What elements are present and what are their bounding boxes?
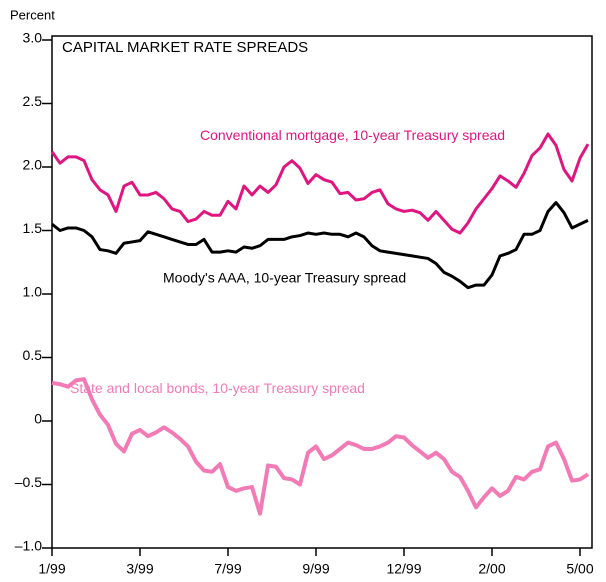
series-line [51,377,590,516]
series-label: State and local bonds, 10-year Treasury … [70,380,365,396]
y-tick-label: –0.5 [15,474,42,490]
series-label: Conventional mortgage, 10-year Treasury … [200,127,505,143]
x-tick-label: 12/99 [386,561,421,577]
x-tick-label: 9/99 [302,561,329,577]
y-tick-label: 3.0 [23,30,43,46]
y-tick-label: 2.5 [23,93,43,109]
y-axis-label: Percent [10,7,55,22]
x-tick-label: 7/99 [214,561,241,577]
y-tick-label: 0.5 [23,347,43,363]
x-tick-label: 5/00 [566,561,593,577]
series-line [51,201,589,290]
x-tick-label: 1/99 [38,561,65,577]
series-label: Moody's AAA, 10-year Treasury spread [163,269,406,285]
plot-frame [51,35,593,549]
y-tick-label: 1.0 [23,284,43,300]
x-tick-label: 3/99 [126,561,153,577]
x-tick-label: 2/00 [478,561,505,577]
series-line [50,132,590,235]
chart-title: CAPITAL MARKET RATE SPREADS [62,39,308,56]
y-tick-label: –1.0 [15,538,42,554]
y-tick-label: 0 [34,411,42,427]
y-tick-label: 2.0 [23,157,43,173]
y-tick-label: 1.5 [23,220,43,236]
